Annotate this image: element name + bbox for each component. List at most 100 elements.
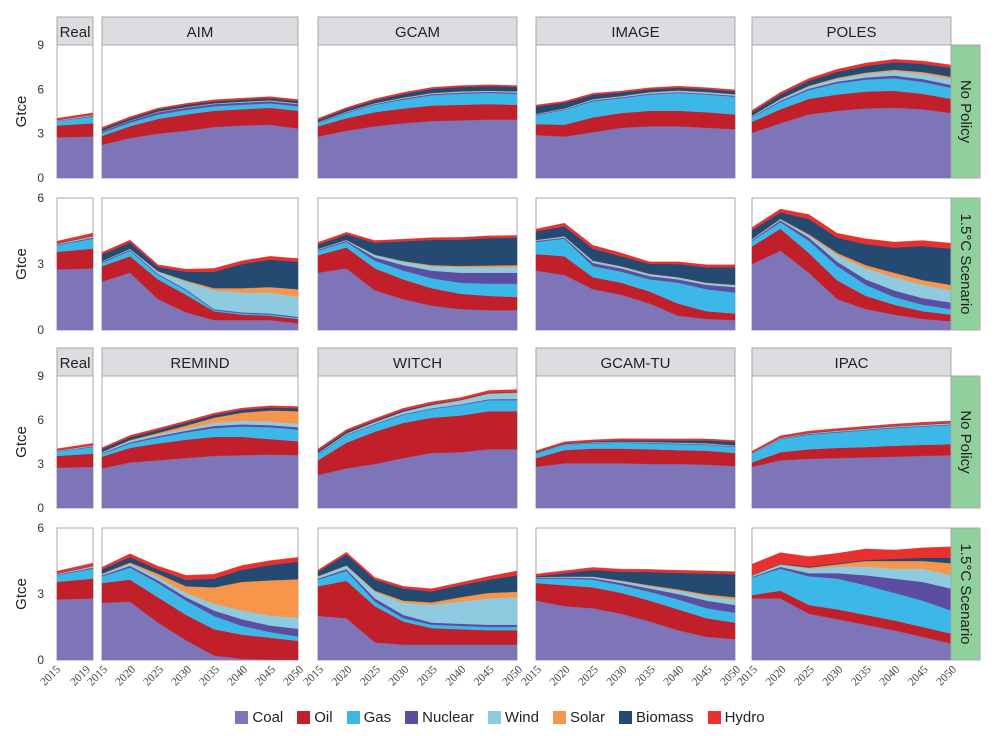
- witch-1-5-c-scenario-area-hydro: [317, 552, 518, 592]
- legend-label-oil: Oil: [314, 708, 333, 726]
- panel-title-remind: REMIND: [170, 355, 229, 372]
- y-tick-label: 9: [37, 38, 44, 52]
- panel-title-witch: WITCH: [393, 355, 442, 372]
- panel-header-witch: [317, 347, 518, 377]
- real-2-area-hydro: [56, 443, 94, 451]
- legend-label-coal: Coal: [252, 708, 284, 726]
- x-tick-label: 2015: [519, 663, 544, 688]
- real-2-area-oil: [56, 453, 94, 468]
- x-tick-label: 2030: [821, 663, 846, 688]
- remind-no-policy-area-hydro: [101, 405, 299, 450]
- scenario-label-no-policy: No Policy: [957, 80, 974, 144]
- gcam-1-5-c-scenario-area-hydro: [317, 232, 518, 245]
- legend-swatch-solar: [553, 710, 566, 724]
- x-tick-label: 2015: [735, 663, 760, 688]
- legend-item-solar: Solar: [553, 709, 605, 726]
- real-0-area-oil: [56, 123, 94, 138]
- gcam-tu-no-policy-area-hydro: [535, 438, 736, 453]
- real-0-area-hydro: [56, 112, 94, 120]
- x-tick-label: 2025: [358, 663, 383, 688]
- real-3-area-oil: [56, 578, 94, 600]
- y-tick-label: 6: [37, 191, 44, 205]
- x-tick-label: 2020: [113, 663, 138, 688]
- panel-title-gcam: GCAM: [395, 24, 440, 41]
- legend-label-gas: Gas: [363, 708, 392, 726]
- y-tick-label: 6: [37, 521, 44, 535]
- legend-item-nuclear: Nuclear: [405, 709, 474, 726]
- ipac-no-policy-area-coal: [751, 455, 952, 509]
- x-tick-label: 2040: [662, 663, 687, 688]
- gcam-tu-no-policy-area-coal: [535, 463, 736, 509]
- y-tick-label: 3: [37, 127, 44, 141]
- legend-label-wind: Wind: [504, 708, 539, 726]
- x-tick-label: 2020: [764, 663, 789, 688]
- panel-header-ipac: [751, 347, 952, 377]
- legend-label-biomass: Biomass: [636, 708, 694, 726]
- aim-1-5-c-scenario-area-hydro: [101, 239, 299, 272]
- x-tick-label: 2015: [38, 663, 63, 688]
- y-tick-label: 3: [37, 457, 44, 471]
- scenario-label-no-policy: No Policy: [957, 410, 974, 474]
- witch-no-policy-area-hydro: [317, 389, 518, 451]
- x-tick-label: 2025: [576, 663, 601, 688]
- panel-title-real: Real: [60, 355, 91, 372]
- scenario-strip-1-5-c-scenario: [950, 527, 981, 661]
- panel-header-real: [56, 347, 94, 377]
- remind-1-5-c-scenario-area-hydro: [101, 553, 299, 580]
- legend-swatch-oil: [297, 710, 311, 724]
- x-tick-label: 2040: [225, 663, 250, 688]
- panel-header-real: [56, 16, 94, 46]
- panel-header-gcam: [317, 16, 518, 46]
- x-tick-label: 2020: [330, 663, 355, 688]
- x-tick-label: 2025: [141, 663, 166, 688]
- legend-item-biomass: Biomass: [619, 709, 694, 726]
- scenario-label-1-5-c-scenario: 1.5°C Scenario: [957, 543, 974, 644]
- real-1-area-oil: [56, 248, 94, 270]
- x-tick-label: 2025: [792, 663, 817, 688]
- x-tick-label: 2035: [633, 663, 658, 688]
- x-tick-label: 2020: [548, 663, 573, 688]
- x-tick-label: 2030: [605, 663, 630, 688]
- real-3-area-hydro: [56, 562, 94, 574]
- image-no-policy-area-hydro: [535, 85, 736, 107]
- scenario-strip-no-policy: [950, 44, 981, 179]
- x-tick-label: 2040: [878, 663, 903, 688]
- legend-item-hydro: Hydro: [707, 708, 765, 726]
- panel-title-real: Real: [60, 24, 91, 41]
- panel-title-gcam-tu: GCAM-TU: [601, 355, 671, 372]
- y-axis-label: Gtce: [13, 248, 30, 280]
- real-3-area-coal: [56, 598, 94, 661]
- scenario-strip-no-policy: [950, 375, 981, 509]
- x-tick-label: 2045: [906, 663, 931, 688]
- x-tick-label: 2040: [444, 663, 469, 688]
- panel-title-image: IMAGE: [611, 24, 659, 41]
- x-tick-label: 2050: [500, 663, 525, 688]
- legend-swatch-gas: [346, 710, 360, 724]
- legend-label-nuclear: Nuclear: [422, 708, 474, 726]
- x-tick-label: 2045: [472, 663, 497, 688]
- legend: Coal Oil Gas Nuclear Wind Solar Biomass …: [0, 706, 1000, 728]
- real-1-area-coal: [56, 268, 94, 331]
- legend-label-solar: Solar: [570, 708, 606, 726]
- panel-title-poles: POLES: [826, 24, 876, 41]
- x-tick-label: 2045: [253, 663, 278, 688]
- legend-item-coal: Coal: [235, 709, 283, 726]
- panel-header-gcam-tu: [535, 347, 736, 377]
- x-tick-label: 2015: [85, 663, 110, 688]
- y-axis-label: Gtce: [13, 96, 30, 128]
- real-1-area-hydro: [56, 232, 94, 244]
- legend-item-oil: Oil: [297, 708, 333, 726]
- x-tick-label: 2030: [387, 663, 412, 688]
- scenario-strip-1-5-c-scenario: [950, 197, 981, 331]
- y-tick-label: 0: [37, 171, 44, 185]
- legend-label-hydro: Hydro: [724, 708, 765, 726]
- panel-header-image: [535, 16, 736, 46]
- y-tick-label: 0: [37, 501, 44, 515]
- aim-no-policy-area-hydro: [101, 96, 299, 130]
- panel-header-poles: [751, 16, 952, 46]
- panel-header-remind: [101, 347, 299, 377]
- x-tick-label: 2015: [301, 663, 326, 688]
- gcam-tu-1-5-c-scenario-area-hydro: [535, 567, 736, 577]
- y-tick-label: 3: [37, 257, 44, 271]
